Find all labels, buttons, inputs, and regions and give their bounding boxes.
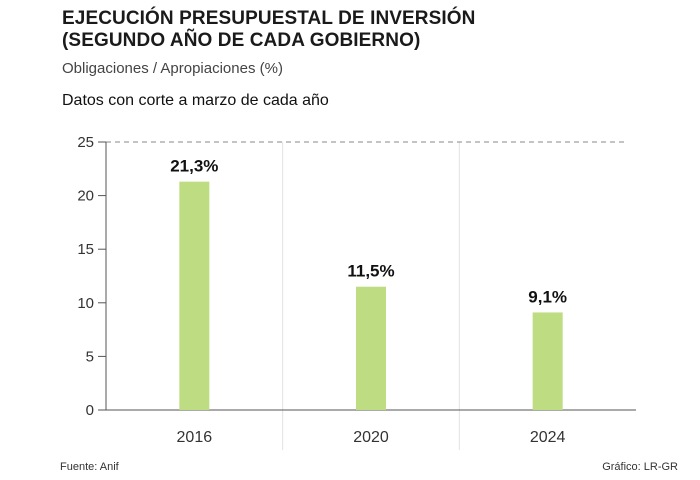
chart-title: EJECUCIÓN PRESUPUESTAL DE INVERSIÓN (SEG…: [62, 8, 475, 52]
y-tick-label: 20: [77, 188, 94, 205]
source-note: Fuente: Anif: [60, 461, 119, 473]
chart-subtitle: Obligaciones / Apropiaciones (%): [62, 60, 283, 77]
chart-title-line1: EJECUCIÓN PRESUPUESTAL DE INVERSIÓN: [62, 8, 476, 29]
y-tick-label: 5: [86, 348, 94, 365]
bar-2024: [532, 312, 563, 410]
bar-2020: [356, 286, 386, 410]
y-tick-label: 0: [86, 402, 94, 419]
chart-title-line2: (SEGUNDO AÑO DE CADA GOBIERNO): [62, 30, 421, 51]
data-label-2024: 9,1%: [528, 287, 567, 306]
graphic-credit: Gráfico: LR-GR: [602, 461, 678, 473]
y-tick-label: 15: [77, 241, 94, 258]
x-tick-label-2020: 2020: [353, 429, 389, 446]
x-tick-label-2024: 2024: [530, 429, 566, 446]
bar-2016: [179, 181, 210, 410]
chart-note: Datos con corte a marzo de cada año: [62, 92, 329, 109]
y-tick-label: 25: [77, 134, 94, 151]
y-tick-label: 10: [77, 295, 94, 312]
data-label-2020: 11,5%: [347, 262, 394, 281]
data-label-2016: 21,3%: [170, 157, 218, 176]
x-tick-label-2016: 2016: [177, 429, 213, 446]
